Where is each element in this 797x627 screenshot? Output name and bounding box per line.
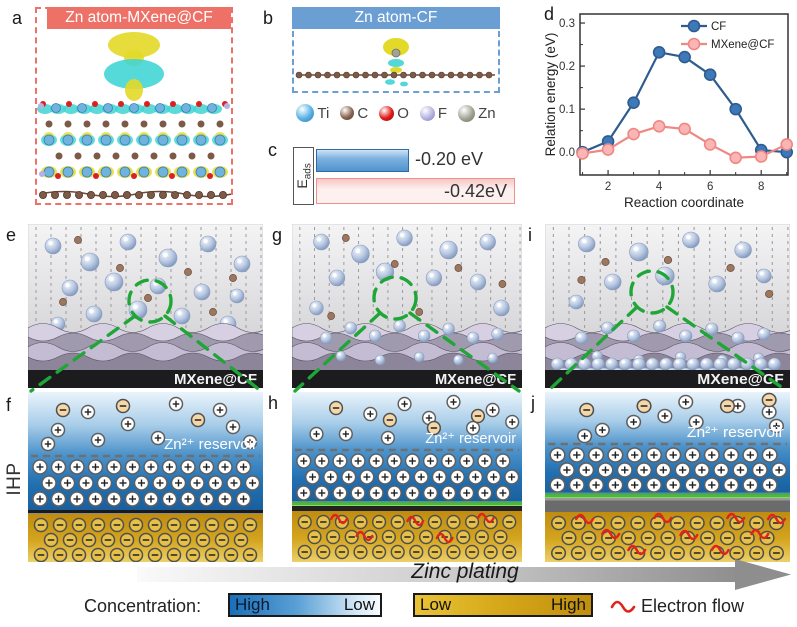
surface-illustration-i: MXene@CF bbox=[545, 224, 790, 388]
panel-letter-i: i bbox=[528, 225, 532, 245]
surface-illustration-g: MXene@CF bbox=[292, 224, 522, 388]
svg-text:Reaction coordinate: Reaction coordinate bbox=[624, 195, 744, 210]
eads-value-mxene: -0.42eV bbox=[443, 180, 507, 201]
svg-text:6: 6 bbox=[707, 181, 713, 193]
panel-letter-f: f bbox=[6, 395, 12, 415]
svg-text:CF: CF bbox=[711, 21, 726, 33]
panel-letter-e: e bbox=[6, 225, 17, 245]
panel-b-dft-illustration bbox=[295, 38, 495, 87]
atom-legend-item-c: C bbox=[340, 105, 368, 122]
zn-atom-icon bbox=[458, 104, 476, 122]
panel-letter-d: d bbox=[544, 4, 555, 24]
surface-illustration-e: MXene@CF bbox=[28, 224, 263, 388]
svg-text:Zn²⁺ reservoir: Zn²⁺ reservoir bbox=[687, 424, 784, 441]
zinc-plating-arrow bbox=[137, 559, 791, 590]
eads-bar-cf bbox=[316, 149, 409, 172]
panel-b-dashed-box bbox=[292, 31, 500, 93]
svg-text:0.2: 0.2 bbox=[559, 61, 575, 73]
ti-atom-icon bbox=[296, 104, 315, 122]
electron-flow-label: Electron flow bbox=[641, 596, 745, 616]
svg-text:8: 8 bbox=[758, 181, 764, 193]
panel-a-title: Zn atom-MXene@CF bbox=[47, 7, 231, 29]
ihp-label: IHP bbox=[4, 462, 25, 496]
o-atom-icon bbox=[379, 105, 395, 121]
atom-legend-item-o: O bbox=[379, 105, 409, 122]
svg-text:0.1: 0.1 bbox=[559, 104, 575, 116]
panel-letter-c: c bbox=[268, 140, 277, 160]
panel-letter-a: a bbox=[12, 8, 23, 28]
svg-text:Relation energy (eV): Relation energy (eV) bbox=[545, 33, 558, 157]
svg-text:0.0: 0.0 bbox=[559, 147, 575, 159]
concentration-scale-gold: Low High bbox=[413, 593, 593, 617]
panel-letter-h: h bbox=[268, 393, 279, 413]
svg-text:Zn²⁺ reservoir: Zn²⁺ reservoir bbox=[164, 436, 257, 453]
concentration-scale-blue: High Low bbox=[228, 593, 382, 617]
svg-text:MXene@CF: MXene@CF bbox=[697, 371, 783, 388]
ion-schematic-h: Zn²⁺ reservoir bbox=[292, 392, 522, 562]
eads-axis-label: Eads bbox=[293, 147, 314, 205]
blue-scale-low: Low bbox=[343, 595, 375, 614]
svg-text:Zn²⁺ reservoir: Zn²⁺ reservoir bbox=[425, 431, 516, 447]
eads-value-cf: -0.20 eV bbox=[415, 149, 484, 169]
ion-schematic-f: Zn²⁺ reservoir bbox=[28, 392, 263, 562]
panel-letter-g: g bbox=[272, 225, 283, 245]
f-atom-icon bbox=[419, 105, 435, 121]
arrow-head-icon bbox=[735, 559, 791, 590]
panel-a-dft-illustration bbox=[37, 32, 231, 199]
blue-scale-high: High bbox=[235, 595, 270, 614]
zinc-plating-label: Zinc plating bbox=[411, 560, 519, 583]
panel-letter-b: b bbox=[263, 8, 274, 28]
c-atom-icon bbox=[340, 106, 355, 120]
panel-letter-j: j bbox=[531, 393, 535, 413]
reaction-energy-chart: 2 4 6 8 0.0 0.1 0.2 0.3 Reaction coordinate Relat… bbox=[545, 13, 794, 210]
svg-text:0.3: 0.3 bbox=[559, 18, 575, 30]
atom-legend-item-f: F bbox=[419, 105, 447, 122]
svg-text:MXene@CF: MXene@CF bbox=[435, 372, 516, 388]
gold-scale-low: Low bbox=[420, 595, 452, 614]
atom-legend-item-zn: Zn bbox=[458, 104, 496, 122]
gold-scale-high: High bbox=[551, 595, 586, 614]
panel-b-title: Zn atom-CF bbox=[292, 7, 500, 29]
atom-legend-item-ti: Ti bbox=[296, 104, 329, 122]
eads-bar-mxene: -0.42eV bbox=[316, 178, 515, 204]
atom-legend: Ti C O F Zn bbox=[286, 99, 506, 127]
concentration-label: Concentration: bbox=[84, 596, 202, 616]
svg-text:4: 4 bbox=[656, 181, 663, 193]
electron-flow-icon bbox=[610, 600, 636, 613]
arrow-shaft bbox=[137, 567, 739, 582]
svg-text:MXene@CF: MXene@CF bbox=[174, 371, 257, 388]
svg-text:2: 2 bbox=[605, 181, 611, 193]
svg-text:MXene@CF: MXene@CF bbox=[711, 39, 774, 51]
ion-schematic-j: Zn²⁺ reservoir bbox=[545, 392, 790, 562]
